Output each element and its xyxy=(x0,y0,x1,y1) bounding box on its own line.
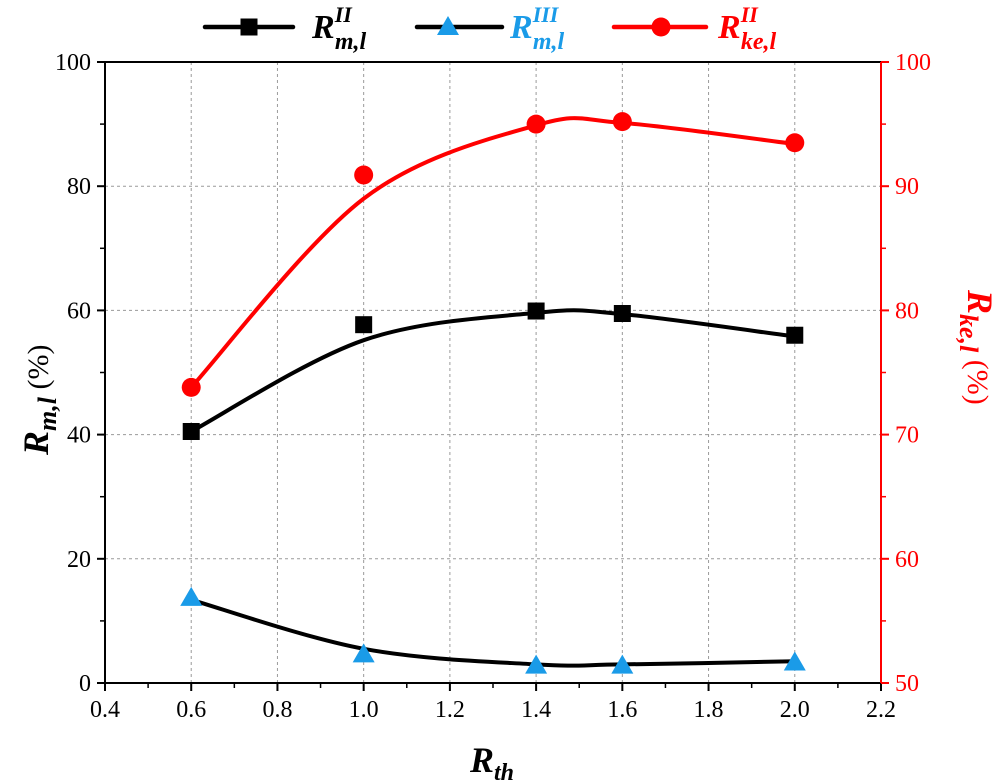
data-point-series-0 xyxy=(613,305,631,323)
right-y-tick-label: 60 xyxy=(895,547,919,573)
data-point-series-0 xyxy=(786,326,804,344)
tick-labels: 0.4 0.6 0.8 1.0 1.2 1.4 1.6 1.8 2.0 2.2 0 20 40 60 80 1… xyxy=(55,50,931,723)
right-y-tick-label: 70 xyxy=(895,423,919,449)
x-tick-label: 1.0 xyxy=(349,697,379,723)
series-line-1 xyxy=(189,597,797,668)
axis-ticks xyxy=(97,61,889,691)
left-y-tick-label: 80 xyxy=(67,174,91,200)
legend-label-1: RIII m,l xyxy=(509,2,565,55)
legend-label-2: RII ke,l xyxy=(717,2,776,55)
legend-marker-2 xyxy=(651,17,671,37)
left-y-tick-label: 0 xyxy=(79,671,91,697)
data-point-series-2 xyxy=(785,133,805,153)
x-tick-label: 1.2 xyxy=(435,697,465,723)
series-line-2 xyxy=(189,116,797,390)
right-y-tick-label: 50 xyxy=(895,671,919,697)
x-axis-title: Rth xyxy=(469,740,514,784)
data-point-series-1 xyxy=(352,643,375,663)
data-point-series-1 xyxy=(525,654,548,674)
legend-marker-0 xyxy=(240,18,258,36)
data-point-series-0 xyxy=(527,302,545,320)
legend-marker-1 xyxy=(437,16,459,35)
data-point-series-1 xyxy=(783,651,806,671)
data-point-series-0 xyxy=(355,316,373,334)
series-lines xyxy=(189,116,797,668)
data-point-series-1 xyxy=(611,654,634,674)
data-point-series-2 xyxy=(612,112,632,132)
right-y-tick-label: 90 xyxy=(895,174,919,200)
grid-lines xyxy=(105,62,881,683)
x-tick-label: 0.4 xyxy=(90,697,120,723)
legend: RII m,l RIII m,l RII ke,l xyxy=(202,2,776,55)
x-tick-label: 0.6 xyxy=(176,697,206,723)
axis-titles: Rth Rm,l (%) Rke,l (%) xyxy=(16,289,999,784)
left-y-axis-title: Rm,l (%) xyxy=(16,345,62,456)
data-point-series-2 xyxy=(526,114,546,134)
right-y-axis-title: Rke,l (%) xyxy=(954,289,999,405)
left-y-tick-label: 20 xyxy=(67,547,91,573)
plot-frame xyxy=(104,61,882,684)
legend-label-0: RII m,l xyxy=(311,2,366,55)
left-y-tick-label: 40 xyxy=(67,423,91,449)
right-y-tick-label: 100 xyxy=(895,50,931,76)
left-y-tick-label: 100 xyxy=(55,50,91,76)
data-point-series-2 xyxy=(181,377,201,397)
x-tick-label: 1.6 xyxy=(607,697,637,723)
data-point-series-0 xyxy=(182,422,200,440)
x-tick-label: 0.8 xyxy=(262,697,292,723)
x-tick-label: 1.4 xyxy=(521,697,551,723)
series-line-0 xyxy=(189,308,797,434)
data-point-series-1 xyxy=(180,586,203,606)
data-point-series-2 xyxy=(354,165,374,185)
series-markers xyxy=(180,112,806,674)
x-tick-label: 1.8 xyxy=(694,697,724,723)
left-y-tick-label: 60 xyxy=(67,298,91,324)
x-tick-label: 2.0 xyxy=(780,697,810,723)
right-y-tick-label: 80 xyxy=(895,298,919,324)
x-tick-label: 2.2 xyxy=(866,697,896,723)
